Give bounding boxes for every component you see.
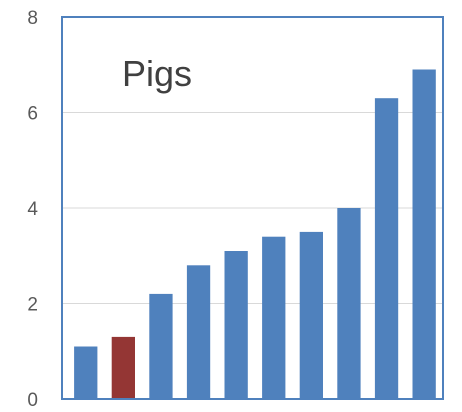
bar [337,208,361,399]
y-tick-label: 2 [27,295,38,316]
plot-area-border [61,16,444,400]
bar [111,336,135,399]
bar [374,98,399,399]
bar [412,69,436,399]
bar [186,265,211,399]
y-axis-tick-labels: 0 2 4 6 8 [27,8,38,411]
bar [149,293,173,399]
bar [224,251,248,399]
bar [74,346,98,399]
chart-title: Pigs [122,53,192,94]
y-tick-label: 4 [27,199,38,220]
y-tick-label: 0 [27,390,38,411]
y-tick-label: 8 [27,8,38,29]
bar [262,236,286,399]
y-tick-label: 6 [27,104,38,125]
bars [74,69,436,399]
bar [299,231,323,399]
